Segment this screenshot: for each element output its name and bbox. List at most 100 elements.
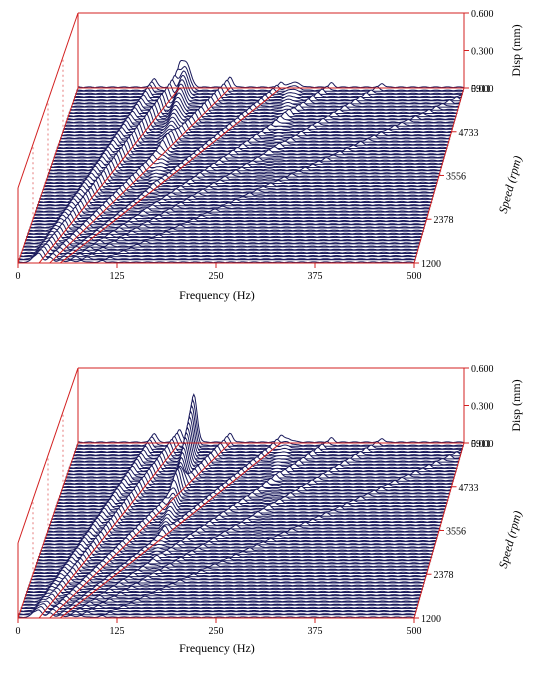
spectrum-line: [59, 473, 450, 498]
spectrum-line: [30, 570, 426, 581]
spectrum-line: [66, 446, 456, 476]
spectrum-line: [67, 441, 457, 473]
spectrum-line: [28, 577, 425, 587]
spectrum-line: [18, 606, 417, 616]
spectrum-line: [67, 100, 457, 118]
spectrum-line: [64, 456, 454, 482]
spectra-group: [17, 393, 465, 619]
y-tick-label: 2378: [434, 570, 454, 581]
y-tick-label: 5911: [471, 84, 491, 95]
spectrum-line: [65, 107, 455, 124]
x-tick-label: 375: [308, 626, 323, 637]
order-track-line: [59, 442, 282, 619]
z-tick-label: 0.000: [471, 84, 494, 95]
spectrum-line: [30, 213, 426, 226]
spectrum-line: [48, 518, 441, 530]
spectrum-line: [25, 587, 422, 597]
spectrum-line: [19, 603, 417, 613]
z-tick-label: 0.300: [471, 402, 494, 413]
spectrum-line: [38, 547, 433, 558]
spectrum-line: [27, 223, 424, 235]
spectrum-line: [60, 468, 451, 495]
spectrum-line: [72, 83, 461, 105]
spectrum-line: [29, 574, 425, 584]
x-tick-label: 250: [209, 626, 224, 637]
spectrum-line: [29, 217, 425, 229]
y-axis-title: Speed (rpm): [496, 509, 525, 570]
spectrum-line: [17, 252, 415, 264]
spectrum-line: [38, 190, 433, 203]
order-track-line: [49, 87, 231, 264]
z-tick-label: 0.600: [471, 364, 494, 375]
spectrum-line: [24, 233, 421, 245]
y-tick-label: 5911: [471, 439, 491, 450]
spectrum-line: [62, 117, 453, 133]
axis-frame-line: [17, 367, 79, 544]
spectrum-line: [57, 130, 449, 146]
y-tick-label: 2378: [434, 215, 454, 226]
z-tick-label: 0.300: [471, 47, 494, 58]
x-tick-label: 500: [407, 626, 422, 637]
spectrum-line: [49, 514, 442, 527]
x-tick-label: 0: [16, 626, 21, 637]
axes-group: [17, 367, 469, 623]
spectrum-line: [49, 157, 442, 172]
axis-frame-line: [413, 87, 465, 264]
y-tick-label: 3556: [446, 171, 466, 182]
x-tick-label: 0: [16, 271, 21, 282]
spectrum-line: [64, 110, 454, 127]
z-tick-label: 0.000: [471, 439, 494, 450]
x-tick-label: 125: [110, 626, 125, 637]
spectrum-line: [77, 60, 465, 89]
x-axis-title: Frequency (Hz): [179, 288, 255, 302]
spectrum-line: [73, 416, 462, 457]
spectrum-line: [50, 511, 443, 523]
spectrum-line: [59, 126, 450, 143]
axis-frame-line: [17, 12, 79, 189]
y-tick-label: 1200: [421, 259, 441, 270]
spectrum-line: [57, 479, 449, 501]
spectrum-line: [47, 163, 440, 178]
axis-frame-line: [413, 442, 465, 619]
spectrum-line: [72, 421, 461, 460]
spectrum-line: [74, 410, 462, 453]
spectra-group: [17, 60, 465, 264]
spectrum-line: [62, 465, 453, 488]
x-axis-title: Frequency (Hz): [179, 641, 255, 655]
spectrum-line: [56, 487, 448, 504]
order-track-line: [38, 442, 180, 619]
spectrum-line: [39, 187, 434, 200]
spectrum-line: [19, 246, 417, 258]
order-track-line: [38, 87, 180, 264]
x-tick-label: 375: [308, 271, 323, 282]
spectrum-line: [18, 249, 417, 261]
spectrum-line: [26, 583, 423, 593]
spectrum-line: [65, 451, 455, 479]
x-tick-label: 500: [407, 271, 422, 282]
spectrum-line: [27, 580, 424, 590]
spectrum-line: [28, 220, 425, 232]
spectrum-line: [50, 153, 443, 168]
x-tick-label: 250: [209, 271, 224, 282]
spectrum-line: [66, 103, 456, 121]
spectrum-line: [63, 113, 453, 130]
spectrum-line: [63, 461, 453, 485]
y-tick-label: 3556: [446, 526, 466, 537]
z-tick-label: 0.600: [471, 9, 494, 20]
spectrum-line: [17, 609, 415, 619]
spectrum-line: [31, 567, 427, 578]
z-axis-title: Disp (mm): [509, 379, 523, 431]
x-tick-label: 125: [110, 271, 125, 282]
y-tick-label: 4733: [458, 483, 478, 494]
z-axis-title: Disp (mm): [509, 24, 523, 76]
order-track-line: [59, 87, 282, 264]
y-tick-label: 4733: [458, 128, 478, 139]
y-tick-label: 1200: [421, 614, 441, 625]
spectrum-line: [26, 226, 423, 238]
y-axis-title: Speed (rpm): [496, 154, 525, 215]
spectrum-line: [76, 398, 464, 447]
spectrum-line: [77, 393, 465, 444]
axes-group: [17, 12, 469, 268]
